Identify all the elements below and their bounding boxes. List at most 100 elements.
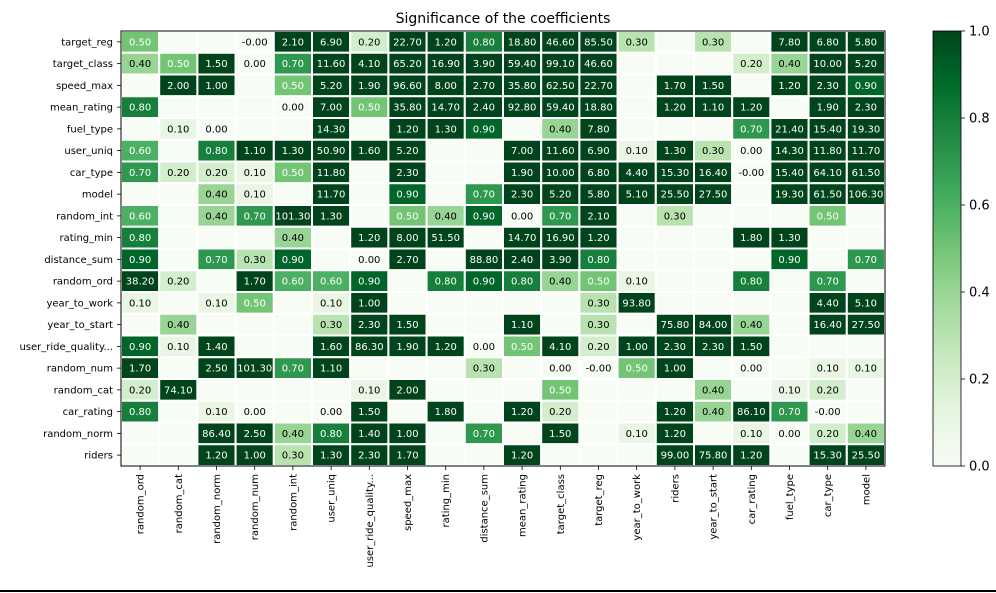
cell-value-label: 21.40	[775, 124, 804, 135]
heatmap-cell	[158, 30, 199, 54]
colorbar-tick-label: 0.8	[969, 112, 990, 127]
heatmap-cell	[272, 117, 313, 141]
heatmap-cell	[272, 182, 313, 206]
cell-value-label: 1.70	[244, 277, 266, 288]
column-label: model	[861, 474, 872, 505]
cell-value-label: 1.30	[282, 146, 304, 157]
cell-value-label: 11.80	[813, 146, 842, 157]
cell-value-label: 0.10	[167, 124, 189, 135]
cell-value-label: 0.10	[129, 298, 151, 309]
cell-value-label: 0.00	[473, 342, 495, 353]
heatmap-cell	[502, 291, 543, 315]
colorbar-tick-label: 0.0	[969, 460, 990, 475]
row-label: year_to_work	[46, 298, 113, 309]
cell-value-label: -0.00	[586, 364, 612, 375]
cell-value-label: 10.00	[546, 168, 575, 179]
column-label: rating_min	[441, 474, 452, 527]
heatmap-cell	[654, 378, 695, 402]
cell-value-label: 0.70	[473, 429, 495, 440]
heatmap-cell	[272, 399, 313, 424]
row-label: riders	[84, 451, 113, 462]
heatmap-cell	[693, 225, 734, 250]
cell-value-label: 0.90	[473, 124, 495, 135]
heatmap-cell	[158, 399, 199, 424]
cell-value-label: 0.80	[587, 255, 609, 266]
cell-value-label: 0.40	[549, 124, 571, 135]
heatmap-cell	[158, 291, 199, 315]
heatmap-cells: 0.50 -0.00 2.10 6.90 0.20 22.70 1.20 0.80 18.80 4…	[120, 30, 886, 467]
cell-value-label: 2.40	[473, 103, 495, 114]
cell-value-label: 0.50	[626, 364, 648, 375]
row-label: target_class	[53, 59, 113, 70]
cell-value-label: 0.10	[358, 385, 380, 396]
cell-value-label: 7.00	[320, 103, 342, 114]
cell-value-label: -0.00	[738, 168, 764, 179]
column-label: car_type	[823, 474, 834, 517]
cell-value-label: 1.50	[702, 81, 724, 92]
cell-value-label: 0.00	[549, 364, 571, 375]
heatmap-cell	[654, 117, 695, 141]
cell-value-label: 2.10	[282, 37, 304, 48]
cell-value-label: 0.10	[167, 342, 189, 353]
heatmap-cell	[578, 399, 619, 424]
cell-value-label: 0.50	[129, 37, 151, 48]
cell-value-label: 6.80	[817, 37, 839, 48]
cell-value-label: 0.70	[817, 277, 839, 288]
cell-value-label: 1.30	[664, 146, 686, 157]
heatmap-cell	[425, 182, 466, 206]
cell-value-label: 0.30	[664, 211, 686, 222]
cell-value-label: 1.50	[358, 407, 380, 418]
cell-value-label: 0.00	[205, 124, 227, 135]
cell-value-label: 10.00	[813, 59, 842, 70]
row-label: year_to_start	[47, 320, 113, 331]
cell-value-label: 61.50	[852, 168, 881, 179]
heatmap-cell	[425, 312, 466, 337]
cell-value-label: 1.00	[626, 342, 648, 353]
heatmap-cell	[196, 312, 237, 337]
cell-value-label: 0.80	[205, 146, 227, 157]
cell-value-label: 0.00	[320, 407, 342, 418]
cell-value-label: 2.40	[511, 255, 533, 266]
heatmap-cell	[120, 182, 161, 206]
cell-value-label: 0.80	[740, 277, 762, 288]
column-label: distance_sum	[479, 474, 490, 543]
heatmap-cell	[540, 443, 581, 467]
heatmap-cell	[769, 269, 810, 293]
heatmap-cell	[349, 204, 390, 228]
heatmap-cell	[731, 247, 772, 272]
cell-value-label: 0.10	[320, 298, 342, 309]
heatmap-cell	[425, 378, 466, 402]
cell-value-label: 4.40	[817, 298, 839, 309]
cell-value-label: 1.20	[664, 407, 686, 418]
cell-value-label: 1.20	[435, 342, 457, 353]
cell-value-label: 0.70	[549, 211, 571, 222]
cell-value-label: 2.10	[587, 211, 609, 222]
cell-value-label: 27.50	[699, 190, 728, 201]
cell-value-label: 0.50	[282, 168, 304, 179]
cell-value-label: 0.40	[282, 429, 304, 440]
heatmap-cell	[196, 269, 237, 293]
cell-value-label: 1.10	[511, 320, 533, 331]
cell-value-label: 14.30	[317, 124, 346, 135]
cell-value-label: 0.20	[817, 385, 839, 396]
cell-value-label: 0.10	[778, 385, 800, 396]
column-label: user_uniq	[327, 474, 338, 523]
cell-value-label: 16.90	[431, 59, 460, 70]
heatmap-cell	[311, 378, 352, 402]
cell-value-label: 14.30	[775, 146, 804, 157]
cell-value-label: 0.10	[740, 429, 762, 440]
cell-value-label: 0.60	[129, 146, 151, 157]
heatmap-cell	[463, 138, 504, 163]
heatmap-cell	[349, 356, 390, 380]
cell-value-label: 0.50	[167, 59, 189, 70]
heatmap-cell	[769, 312, 810, 337]
cell-value-label: 1.00	[205, 81, 227, 92]
cell-value-label: 1.20	[740, 451, 762, 462]
cell-value-label: 1.30	[778, 233, 800, 244]
cell-value-label: 1.00	[244, 451, 266, 462]
cell-value-label: 6.90	[320, 37, 342, 48]
cell-value-label: 2.70	[396, 255, 418, 266]
heatmap-cell	[234, 117, 275, 141]
heatmap-cell	[845, 204, 886, 228]
cell-value-label: 92.80	[508, 103, 537, 114]
